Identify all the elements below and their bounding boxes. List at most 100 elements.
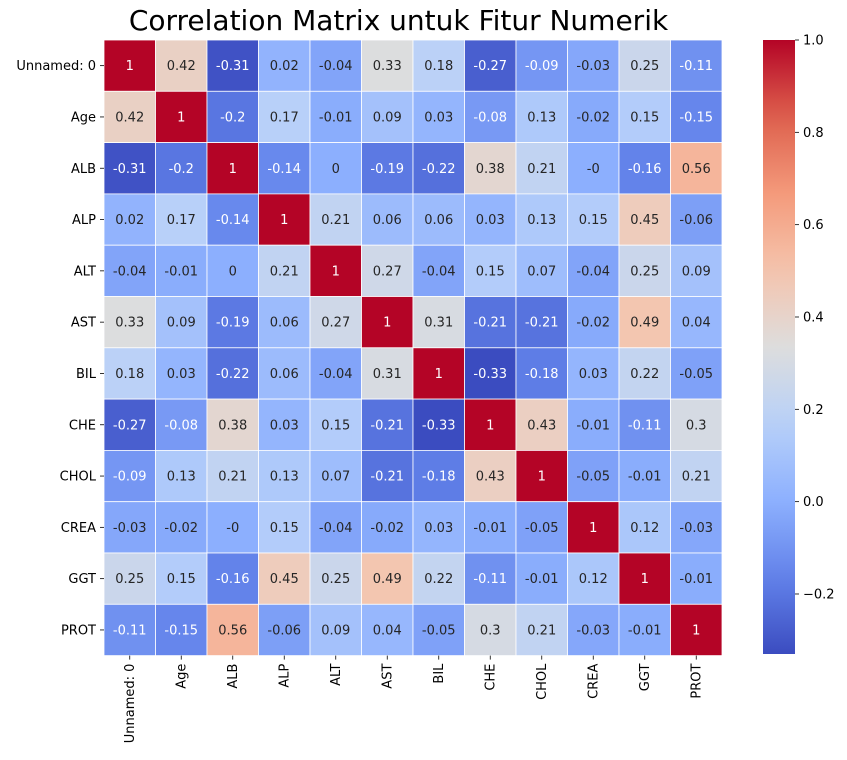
heatmap-cell — [361, 347, 414, 400]
heatmap-cell — [464, 449, 517, 503]
heatmap-cell — [361, 142, 414, 195]
cell-value-label: -0.19 — [370, 162, 404, 177]
cell-value-label: -0.05 — [576, 470, 610, 485]
heatmap-cell — [309, 347, 362, 400]
heatmap-cell — [103, 39, 156, 92]
heatmap-cell — [618, 501, 671, 554]
x-tick-label: PROT — [690, 664, 705, 699]
cell-value-label: -0.11 — [113, 623, 147, 638]
cell-value-label: -0.04 — [319, 59, 353, 74]
cell-value-label: 0.15 — [476, 264, 505, 279]
cell-value-label: -0.27 — [113, 418, 147, 433]
cell-value-label: 0.06 — [270, 367, 299, 382]
x-tick-label: BIL — [432, 663, 447, 684]
y-tick-label: ALT — [74, 264, 96, 279]
heatmap-cell — [309, 552, 362, 605]
heatmap-cell — [670, 90, 723, 144]
cell-value-label: 0.49 — [630, 316, 659, 331]
heatmap-cell — [412, 39, 465, 92]
heatmap-cell — [412, 193, 465, 246]
cell-value-label: 1 — [589, 521, 597, 536]
heatmap-cell — [103, 142, 156, 195]
heatmap-cell — [670, 552, 723, 605]
cell-value-label: 0.33 — [115, 316, 144, 331]
cell-value-label: 0.13 — [527, 110, 556, 125]
cell-value-label: -0.22 — [422, 162, 456, 177]
heatmap-cell — [515, 347, 568, 400]
cell-value-label: -0.04 — [319, 521, 353, 536]
cell-value-label: -0.03 — [576, 59, 610, 74]
heatmap-cell — [309, 142, 362, 195]
cell-value-label: 0.09 — [373, 110, 402, 125]
cell-value-label: 0.07 — [527, 264, 556, 279]
cell-value-label: -0.18 — [525, 367, 559, 382]
heatmap-cell — [412, 296, 465, 349]
cell-value-label: -0.09 — [113, 470, 147, 485]
heatmap-cell — [464, 347, 517, 400]
cell-value-label: 0.12 — [579, 572, 608, 587]
cell-value-label: 0.31 — [373, 367, 402, 382]
y-tick-label: CREA — [61, 521, 96, 536]
y-tick-label: CHOL — [60, 470, 97, 485]
x-tick-label: ALB — [226, 664, 241, 689]
cell-value-label: -0.2 — [220, 110, 245, 125]
y-tick-label: PROT — [61, 623, 96, 638]
heatmap-cell — [103, 90, 156, 144]
cell-value-label: -0.33 — [473, 367, 507, 382]
y-tick-label: Age — [71, 110, 96, 125]
cell-value-label: -0.02 — [370, 521, 404, 536]
cell-value-label: 0.15 — [167, 572, 196, 587]
cell-value-label: -0.01 — [319, 110, 353, 125]
colorbar-tick-label: 0.4 — [803, 310, 824, 325]
heatmap-cell — [670, 142, 723, 195]
heatmap-cell — [155, 398, 208, 451]
x-tick-label: CREA — [587, 663, 602, 698]
cell-value-label: -0.01 — [679, 572, 713, 587]
heatmap-cell — [464, 296, 517, 349]
heatmap-cell — [206, 449, 259, 503]
cell-value-label: -0.21 — [525, 316, 559, 331]
cell-value-label: 0.21 — [270, 264, 299, 279]
heatmap-cell — [103, 603, 156, 656]
heatmap-cell — [155, 39, 208, 92]
cell-value-label: -0.14 — [216, 213, 250, 228]
heatmap-cell — [361, 398, 414, 451]
heatmap-cell — [567, 244, 620, 297]
heatmap-cell — [309, 296, 362, 349]
cell-value-label: 1 — [435, 367, 443, 382]
cell-value-label: 0.15 — [630, 110, 659, 125]
cell-value-label: -0.05 — [422, 623, 456, 638]
heatmap-cell — [618, 449, 671, 503]
cell-value-label: 0.21 — [321, 213, 350, 228]
cell-value-label: 1 — [692, 623, 700, 638]
heatmap-cell — [464, 90, 517, 144]
heatmap-cell — [206, 501, 259, 554]
heatmap-cell — [670, 398, 723, 451]
heatmap-cell — [464, 39, 517, 92]
cell-value-label: 0.3 — [480, 623, 501, 638]
heatmap-cell — [567, 193, 620, 246]
cell-value-label: 0.09 — [682, 264, 711, 279]
heatmap-cell — [309, 501, 362, 554]
y-tick-label: BIL — [76, 367, 97, 382]
cell-value-label: 0.04 — [373, 623, 402, 638]
heatmap-cell — [155, 296, 208, 349]
heatmap-cell — [567, 603, 620, 656]
cell-value-label: 0.56 — [218, 623, 247, 638]
heatmap-cell — [258, 244, 311, 297]
cell-value-label: 0.21 — [527, 162, 556, 177]
cell-value-label: 0.21 — [218, 470, 247, 485]
heatmap-cell — [567, 398, 620, 451]
heatmap-cell — [670, 39, 723, 92]
cell-value-label: 1 — [177, 110, 185, 125]
cell-value-label: 0.49 — [373, 572, 402, 587]
heatmap-cell — [361, 244, 414, 297]
cell-value-label: -0.11 — [628, 418, 662, 433]
cell-value-label: 1 — [538, 470, 546, 485]
heatmap-cell — [412, 244, 465, 297]
x-tick-label: ALP — [278, 663, 293, 687]
cell-value-label: -0.01 — [525, 572, 559, 587]
heatmap-cell — [258, 347, 311, 400]
cell-value-label: 0.27 — [321, 316, 350, 331]
cell-value-label: -0.01 — [473, 521, 507, 536]
